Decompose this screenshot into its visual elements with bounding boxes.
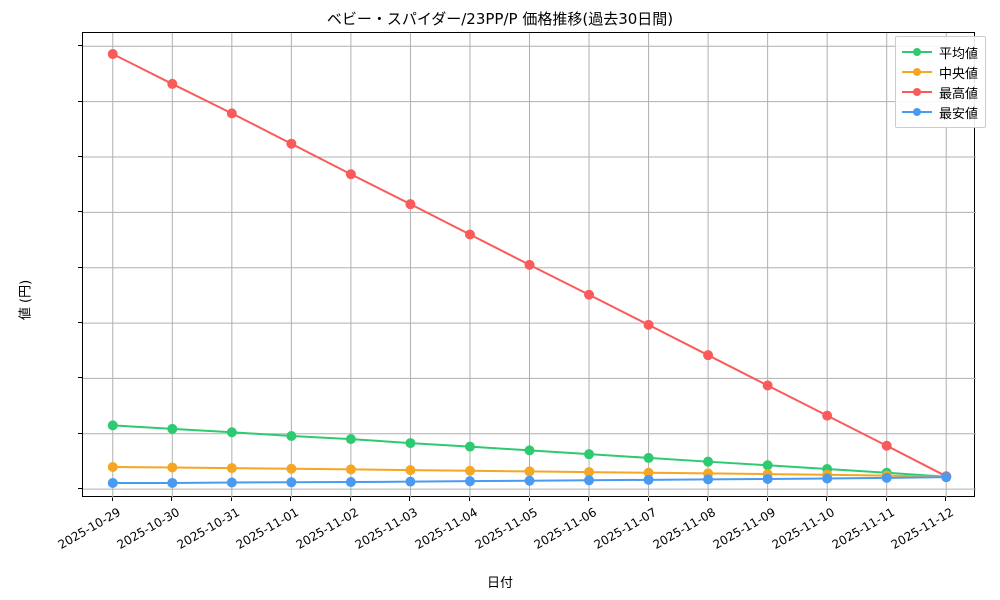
x-tick-mark (111, 497, 113, 501)
legend-dot-icon (912, 48, 921, 56)
data-point-marker (345, 477, 356, 488)
data-point-marker (405, 199, 416, 210)
x-tick-mark (707, 497, 709, 501)
y-tick-mark (78, 488, 82, 490)
data-point-marker (107, 49, 118, 60)
data-point-marker (822, 473, 833, 484)
data-point-marker (167, 78, 178, 89)
data-point-marker (226, 108, 237, 119)
data-point-marker (405, 465, 416, 476)
data-series-layer (107, 49, 952, 488)
x-tick-mark (230, 497, 232, 501)
data-point-marker (584, 449, 595, 460)
x-tick-mark (409, 497, 411, 501)
data-point-marker (584, 475, 595, 486)
y-tick-mark (78, 100, 82, 102)
data-point-marker (881, 472, 892, 483)
legend-label: 最高値 (938, 86, 978, 102)
x-tick-mark (647, 497, 649, 501)
data-point-marker (762, 460, 773, 471)
data-point-marker (464, 476, 475, 487)
data-point-marker (345, 434, 356, 445)
data-point-marker (405, 476, 416, 487)
data-point-marker (167, 423, 178, 434)
x-tick-mark (468, 497, 470, 501)
x-tick-mark (290, 497, 292, 501)
data-point-marker (643, 474, 654, 485)
x-tick-mark (588, 497, 590, 501)
data-point-marker (584, 289, 595, 300)
legend-item-中央値[interactable]: 中央値 (901, 62, 978, 82)
legend-swatch-icon (901, 86, 932, 98)
legend-dot-icon (912, 88, 921, 96)
x-axis-label: 日付 (486, 576, 513, 591)
data-point-marker (226, 477, 237, 488)
x-tick-mark (885, 497, 887, 501)
legend-label: 最安値 (938, 106, 978, 122)
x-tick-mark (766, 497, 768, 501)
data-point-marker (107, 420, 118, 431)
data-point-marker (703, 456, 714, 467)
data-point-marker (524, 259, 535, 270)
data-point-marker (584, 467, 595, 478)
legend-swatch-icon (901, 46, 932, 58)
data-point-marker (167, 462, 178, 473)
y-tick-mark (78, 156, 82, 157)
data-point-marker (881, 440, 892, 451)
data-point-marker (167, 477, 178, 488)
data-point-marker (226, 463, 237, 474)
legend-item-最安値[interactable]: 最安値 (901, 102, 978, 122)
legend-item-最高値[interactable]: 最高値 (901, 82, 978, 102)
legend-swatch-icon (901, 106, 932, 118)
legend-swatch-icon (901, 66, 932, 78)
legend-dot-icon (912, 68, 921, 76)
data-point-marker (286, 138, 297, 149)
data-point-marker (345, 464, 356, 475)
x-tick-mark (349, 497, 351, 501)
legend-label: 平均値 (938, 46, 978, 62)
data-point-marker (524, 445, 535, 456)
x-tick-mark (528, 497, 530, 501)
x-tick-mark (171, 497, 173, 501)
data-point-marker (286, 463, 297, 474)
data-point-marker (643, 467, 654, 478)
data-point-marker (107, 477, 118, 488)
y-tick-mark (78, 432, 82, 434)
legend-item-平均値[interactable]: 平均値 (901, 42, 978, 62)
data-point-marker (286, 431, 297, 441)
data-point-marker (941, 472, 952, 483)
data-point-marker (762, 380, 773, 391)
y-tick-mark (78, 266, 82, 268)
data-point-marker (643, 319, 654, 330)
data-point-marker (226, 427, 237, 438)
x-tick-mark (826, 497, 828, 501)
x-tick-mark (945, 497, 947, 501)
legend-label: 中央値 (938, 66, 978, 82)
data-point-marker (464, 465, 475, 476)
data-point-marker (405, 438, 416, 449)
data-point-marker (286, 477, 297, 488)
y-tick-mark (78, 322, 82, 324)
y-tick-mark (78, 45, 82, 47)
data-point-marker (762, 473, 773, 484)
y-tick-mark (78, 211, 82, 213)
data-point-marker (703, 350, 714, 361)
plot-area (82, 32, 976, 498)
data-point-marker (464, 441, 475, 452)
chart-legend: 平均値中央値最高値最安値 (894, 36, 986, 128)
legend-dot-icon (912, 108, 921, 116)
data-point-marker (524, 475, 535, 486)
chart-title: ベビー・スパイダー/23PP/P 価格推移(過去30日間) (326, 10, 674, 28)
data-point-marker (464, 229, 475, 240)
y-axis-label: 値 (円) (18, 279, 34, 321)
data-point-marker (822, 410, 833, 421)
y-tick-mark (78, 377, 82, 379)
data-point-marker (524, 466, 535, 477)
data-point-marker (345, 169, 356, 180)
data-point-marker (643, 452, 654, 463)
data-point-marker (703, 474, 714, 485)
data-point-marker (107, 462, 118, 472)
